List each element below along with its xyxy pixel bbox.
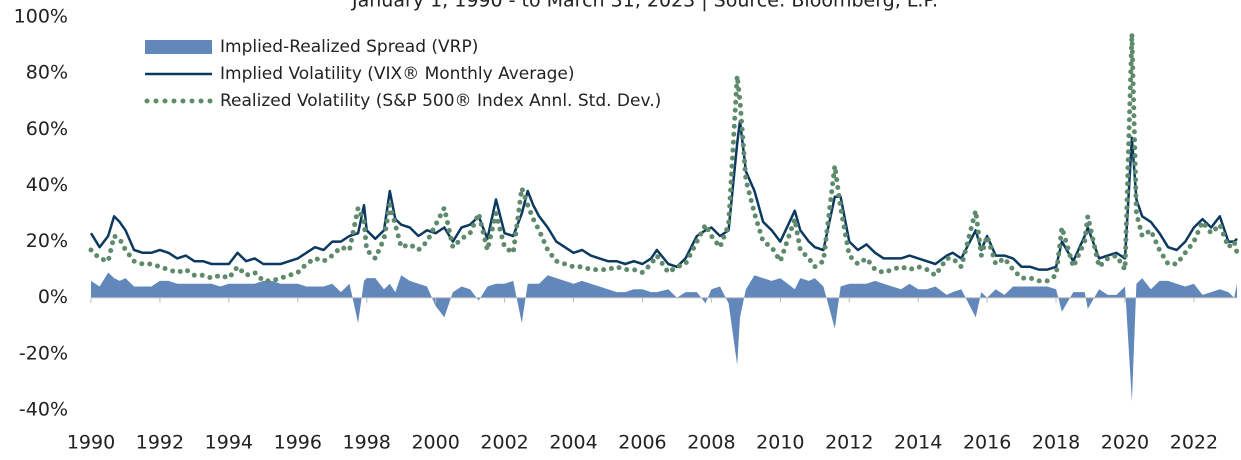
y-tick-label: 100% — [14, 6, 68, 28]
legend-label: Implied-Realized Spread (VRP) — [220, 37, 478, 57]
legend-swatch — [145, 40, 212, 54]
x-tick-label: 2022 — [1170, 432, 1218, 454]
x-tick-label: 2014 — [894, 432, 942, 454]
y-tick-label: 80% — [26, 62, 68, 84]
y-tick-label: 60% — [26, 118, 68, 140]
x-tick-label: 2018 — [1032, 432, 1080, 454]
x-tick-label: 2016 — [963, 432, 1011, 454]
y-tick-label: 40% — [26, 174, 68, 196]
x-tick-label: 2004 — [549, 432, 597, 454]
y-tick-label: -40% — [19, 399, 68, 421]
spread-area — [91, 272, 1237, 402]
y-tick-label: 0% — [38, 286, 68, 308]
y-tick-label: 20% — [26, 230, 68, 252]
x-tick-label: 2010 — [756, 432, 804, 454]
x-tick-label: 2012 — [825, 432, 873, 454]
x-tick-label: 1998 — [343, 432, 391, 454]
x-tick-label: 1990 — [67, 432, 115, 454]
y-tick-label: -20% — [19, 342, 68, 364]
x-tick-label: 1994 — [205, 432, 253, 454]
x-tick-label: 2008 — [687, 432, 735, 454]
legend-label: Implied Volatility (VIX® Monthly Average… — [220, 64, 575, 84]
legend-label: Realized Volatility (S&P 500® Index Annl… — [220, 91, 661, 111]
x-tick-label: 2006 — [618, 432, 666, 454]
dotted-line — [88, 33, 1240, 284]
chart-subtitle: January 1, 1990 - to March 31, 2023 | So… — [351, 0, 938, 12]
x-tick-label: 2020 — [1101, 432, 1149, 454]
x-tick-label: 2002 — [480, 432, 528, 454]
x-tick-label: 1992 — [136, 432, 184, 454]
line — [89, 119, 1238, 271]
x-tick-label: 1996 — [274, 432, 322, 454]
x-tick-label: 2000 — [411, 432, 459, 454]
